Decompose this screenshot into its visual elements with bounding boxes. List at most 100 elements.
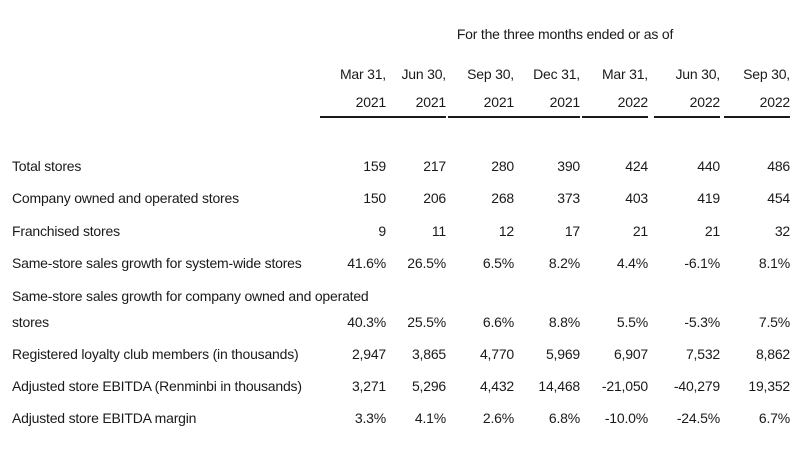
column-header-date: Jun 30, <box>401 66 446 82</box>
column-header-rule <box>724 116 790 118</box>
table-cell: 21 <box>704 223 720 239</box>
column-header-rule <box>380 116 446 118</box>
table-row-total-stores: Total stores 159 217 280 390 424 440 486 <box>0 154 800 178</box>
column-header-rule <box>582 116 648 118</box>
table-cell: 9 <box>378 223 386 239</box>
column-header-date: Sep 30, <box>467 66 514 82</box>
table-cell: 17 <box>564 223 580 239</box>
table-cell: 26.5% <box>407 255 446 271</box>
column-header-year: 2022 <box>759 94 791 110</box>
table-cell: 41.6% <box>347 255 386 271</box>
table-cell: 6,907 <box>613 346 648 362</box>
table-cell: 440 <box>697 158 720 174</box>
table-cell: 8,862 <box>755 346 790 362</box>
row-label: Adjusted store EBITDA margin <box>12 410 197 426</box>
table-row-adjusted-store-ebitda-margin: Adjusted store EBITDA margin 3.3% 4.1% 2… <box>0 406 800 430</box>
column-header-date: Dec 31, <box>533 66 580 82</box>
table-row-company-owned-stores: Company owned and operated stores 150 20… <box>0 186 800 210</box>
table-cell: 6.8% <box>548 410 580 426</box>
table-cell: 6.6% <box>482 314 514 330</box>
table-cell: -21,050 <box>601 378 648 394</box>
column-header-year: 2022 <box>689 94 721 110</box>
column-header-mar-2021: Mar 31, 2021 <box>320 60 387 118</box>
column-header-dec-2021: Dec 31, 2021 <box>514 60 581 118</box>
table-cell: 217 <box>423 158 446 174</box>
table-cell: 2.6% <box>482 410 514 426</box>
table-row-franchised-stores: Franchised stores 9 11 12 17 21 21 32 <box>0 219 800 243</box>
table-cell: 6.5% <box>482 255 514 271</box>
column-header-sep-2021: Sep 30, 2021 <box>448 60 515 118</box>
table-cell: 5,296 <box>411 378 446 394</box>
table-cell: 424 <box>625 158 648 174</box>
table-cell: 5,969 <box>545 346 580 362</box>
column-header-year: 2022 <box>617 94 649 110</box>
table-row-loyalty-members: Registered loyalty club members (in thou… <box>0 342 800 366</box>
table-cell: 206 <box>423 190 446 206</box>
column-header-rule <box>654 116 720 118</box>
row-label: Registered loyalty club members (in thou… <box>12 346 299 362</box>
table-cell: 403 <box>625 190 648 206</box>
table-cell: 419 <box>697 190 720 206</box>
column-header-year: 2021 <box>415 94 447 110</box>
column-header-year: 2021 <box>355 94 387 110</box>
table-cell: 32 <box>774 223 790 239</box>
row-label: Adjusted store EBITDA (Renminbi in thous… <box>12 378 302 394</box>
table-cell: 5.5% <box>616 314 648 330</box>
table-cell: 11 <box>431 223 446 239</box>
table-cell: 390 <box>557 158 580 174</box>
table-cell: 4,770 <box>479 346 514 362</box>
table-cell: 7.5% <box>758 314 790 330</box>
column-header-year: 2021 <box>549 94 581 110</box>
table-cell: -40,279 <box>673 378 720 394</box>
table-cell: 454 <box>767 190 790 206</box>
period-header: For the three months ended or as of <box>456 26 674 42</box>
table-cell: -10.0% <box>604 410 648 426</box>
column-header-rule <box>448 116 514 118</box>
column-header-year: 2021 <box>483 94 515 110</box>
table-cell: 8.2% <box>548 255 580 271</box>
row-label: Franchised stores <box>12 223 120 239</box>
table-cell: 25.5% <box>407 314 446 330</box>
column-header-rule <box>514 116 580 118</box>
table-cell: 486 <box>767 158 790 174</box>
table-cell: 280 <box>491 158 514 174</box>
column-header-mar-2022: Mar 31, 2022 <box>582 60 649 118</box>
table-cell: 40.3% <box>347 314 386 330</box>
row-label: Same-store sales growth for system-wide … <box>12 255 302 271</box>
table-cell: 4.4% <box>616 255 648 271</box>
row-label: Total stores <box>12 158 82 174</box>
table-cell: 21 <box>632 223 648 239</box>
table-row-company-owned-sss-growth: 40.3% 25.5% 6.6% 8.8% 5.5% -5.3% 7.5% <box>0 310 800 334</box>
row-label: Company owned and operated stores <box>12 190 239 206</box>
column-header-date: Jun 30, <box>675 66 720 82</box>
table-cell: -5.3% <box>684 314 720 330</box>
column-header-jun-2022: Jun 30, 2022 <box>654 60 721 118</box>
table-cell: 7,532 <box>685 346 720 362</box>
table-cell: -24.5% <box>676 410 720 426</box>
table-row-system-wide-sss-growth: Same-store sales growth for system-wide … <box>0 251 800 275</box>
row-label-line: stores <box>12 314 49 330</box>
table-cell: 19,352 <box>748 378 790 394</box>
table-cell: 4,432 <box>479 378 514 394</box>
table-cell: 373 <box>557 190 580 206</box>
table-cell: -6.1% <box>684 255 720 271</box>
column-header-date: Sep 30, <box>743 66 790 82</box>
table-cell: 6.7% <box>758 410 790 426</box>
column-header-date: Mar 31, <box>339 66 386 82</box>
column-header-sep-2022: Sep 30, 2022 <box>724 60 791 118</box>
row-label-two-line: Same-store sales growth for company owne… <box>12 283 369 335</box>
table-cell: 268 <box>491 190 514 206</box>
table-cell: 14,468 <box>538 378 580 394</box>
table-row-adjusted-store-ebitda: Adjusted store EBITDA (Renminbi in thous… <box>0 374 800 398</box>
table-cell: 12 <box>498 223 514 239</box>
table-cell: 4.1% <box>414 410 446 426</box>
column-header-jun-2021: Jun 30, 2021 <box>380 60 447 118</box>
table-cell: 150 <box>363 190 386 206</box>
table-cell: 3,865 <box>411 346 446 362</box>
table-cell: 2,947 <box>351 346 386 362</box>
column-header-date: Mar 31, <box>601 66 648 82</box>
table-cell: 8.1% <box>758 255 790 271</box>
table-cell: 3,271 <box>351 378 386 394</box>
row-label-line: Same-store sales growth for company owne… <box>12 288 369 304</box>
